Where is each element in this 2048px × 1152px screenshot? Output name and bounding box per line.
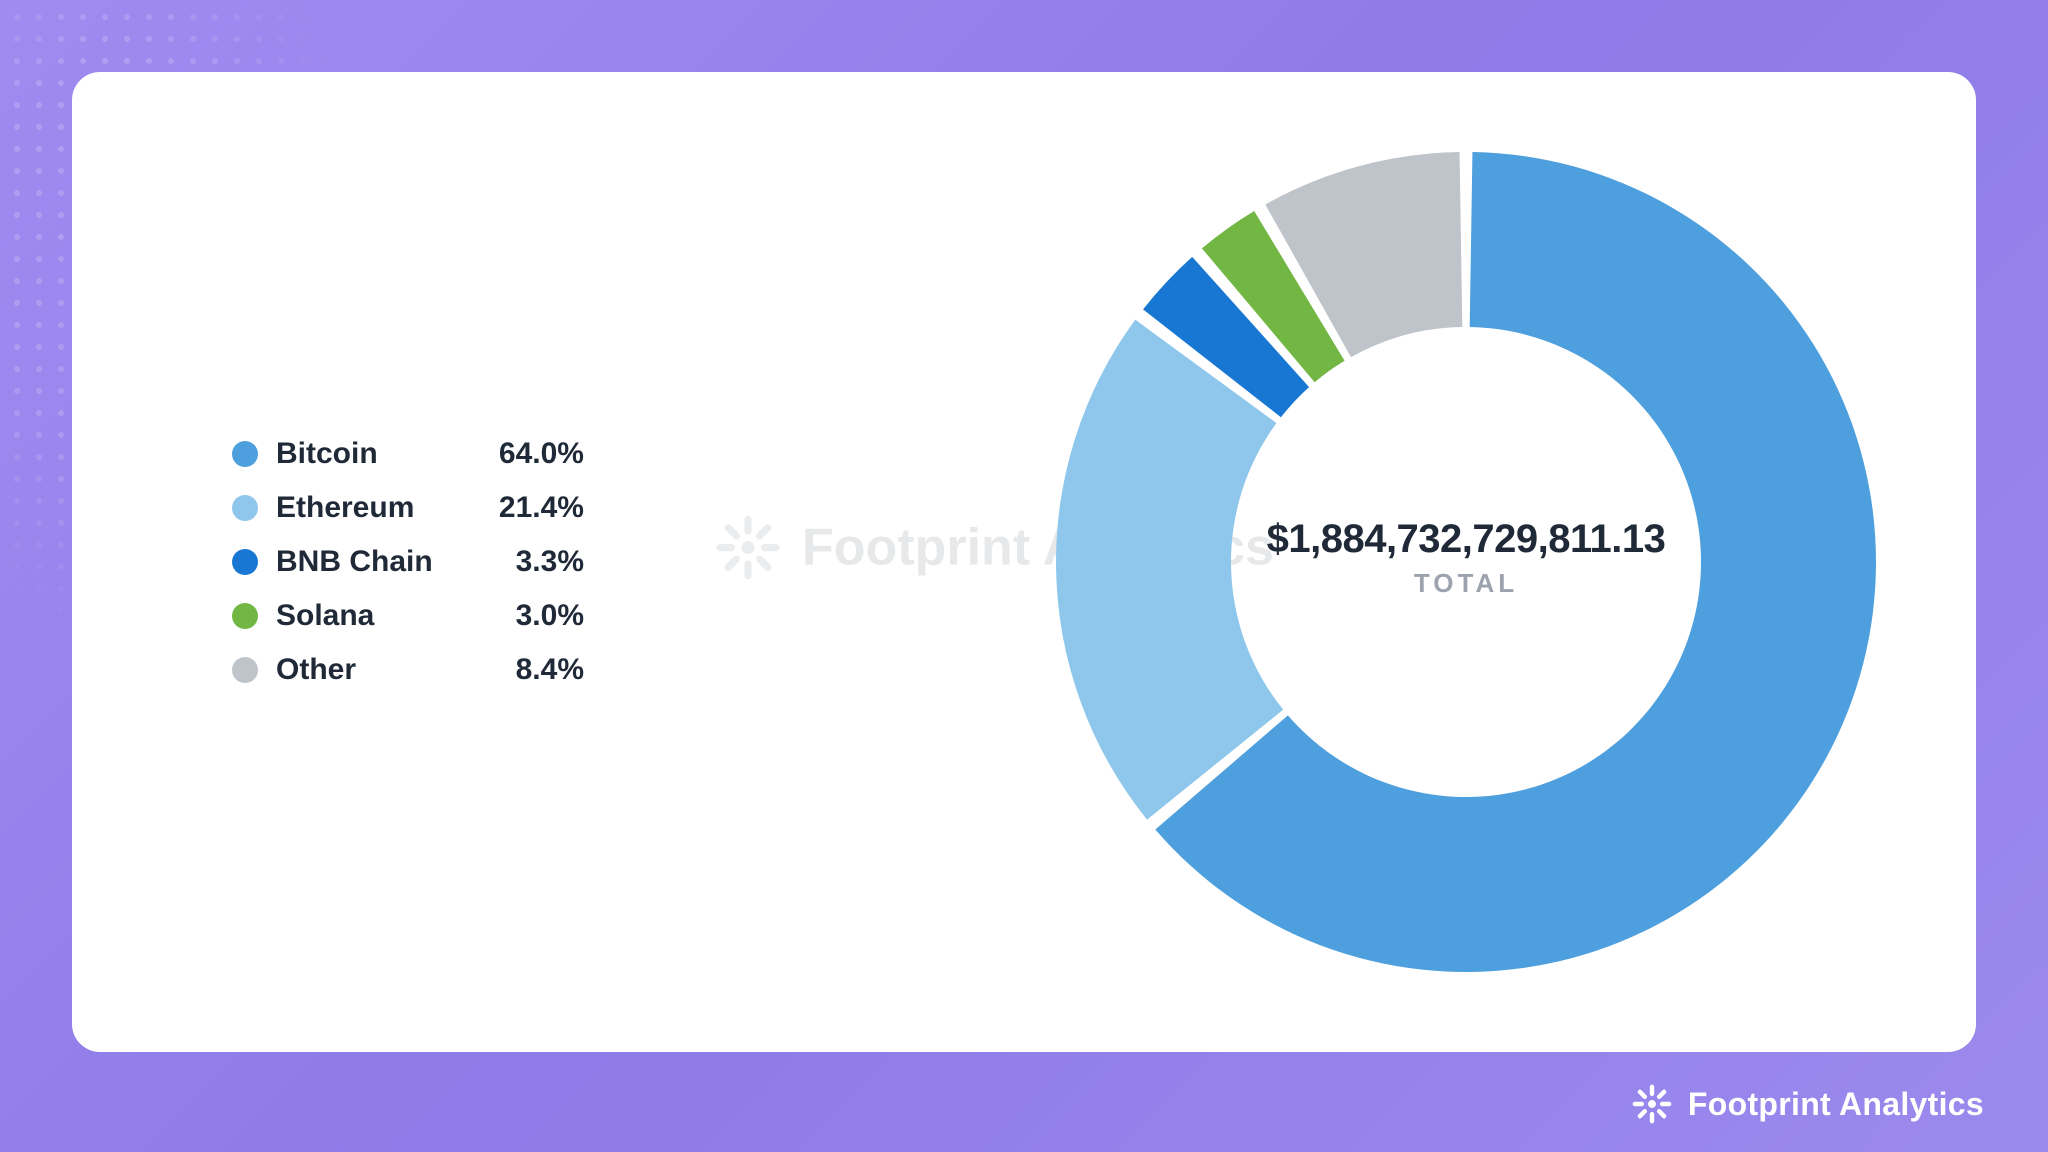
footer-brand-icon: [1630, 1082, 1674, 1126]
legend-value: 3.0%: [474, 599, 584, 633]
legend-value: 8.4%: [474, 653, 584, 687]
chart-card: Footprint Analytics Bitcoin64.0%Ethereum…: [72, 72, 1976, 1052]
legend-row: BNB Chain 3.3%: [232, 545, 584, 579]
legend-swatch: [232, 657, 258, 683]
legend-label: Other: [276, 653, 456, 687]
legend: Bitcoin 64.0% Ethereum 21.4% BNB Chain 3.3% So…: [232, 437, 584, 687]
legend-value: 64.0%: [474, 437, 584, 471]
legend-label: Ethereum: [276, 491, 456, 525]
legend-value: 21.4%: [474, 491, 584, 525]
legend-label: Solana: [276, 599, 456, 633]
legend-row: Other 8.4%: [232, 653, 584, 687]
donut-center-label: $1,884,732,729,811.13 TOTAL: [1246, 517, 1686, 599]
footer-brand-text: Footprint Analytics: [1688, 1086, 1984, 1123]
legend-label: Bitcoin: [276, 437, 456, 471]
legend-swatch: [232, 603, 258, 629]
legend-row: Ethereum 21.4%: [232, 491, 584, 525]
watermark-icon: [712, 512, 784, 584]
legend-row: Bitcoin 64.0%: [232, 437, 584, 471]
footer-brand: Footprint Analytics: [1630, 1082, 1984, 1126]
center-total-sublabel: TOTAL: [1246, 568, 1686, 599]
donut-chart: $1,884,732,729,811.13 TOTAL: [1036, 132, 1896, 992]
legend-value: 3.3%: [474, 545, 584, 579]
legend-swatch: [232, 495, 258, 521]
legend-row: Solana 3.0%: [232, 599, 584, 633]
center-total-value: $1,884,732,729,811.13: [1246, 517, 1686, 562]
legend-label: BNB Chain: [276, 545, 456, 579]
legend-swatch: [232, 549, 258, 575]
legend-swatch: [232, 441, 258, 467]
